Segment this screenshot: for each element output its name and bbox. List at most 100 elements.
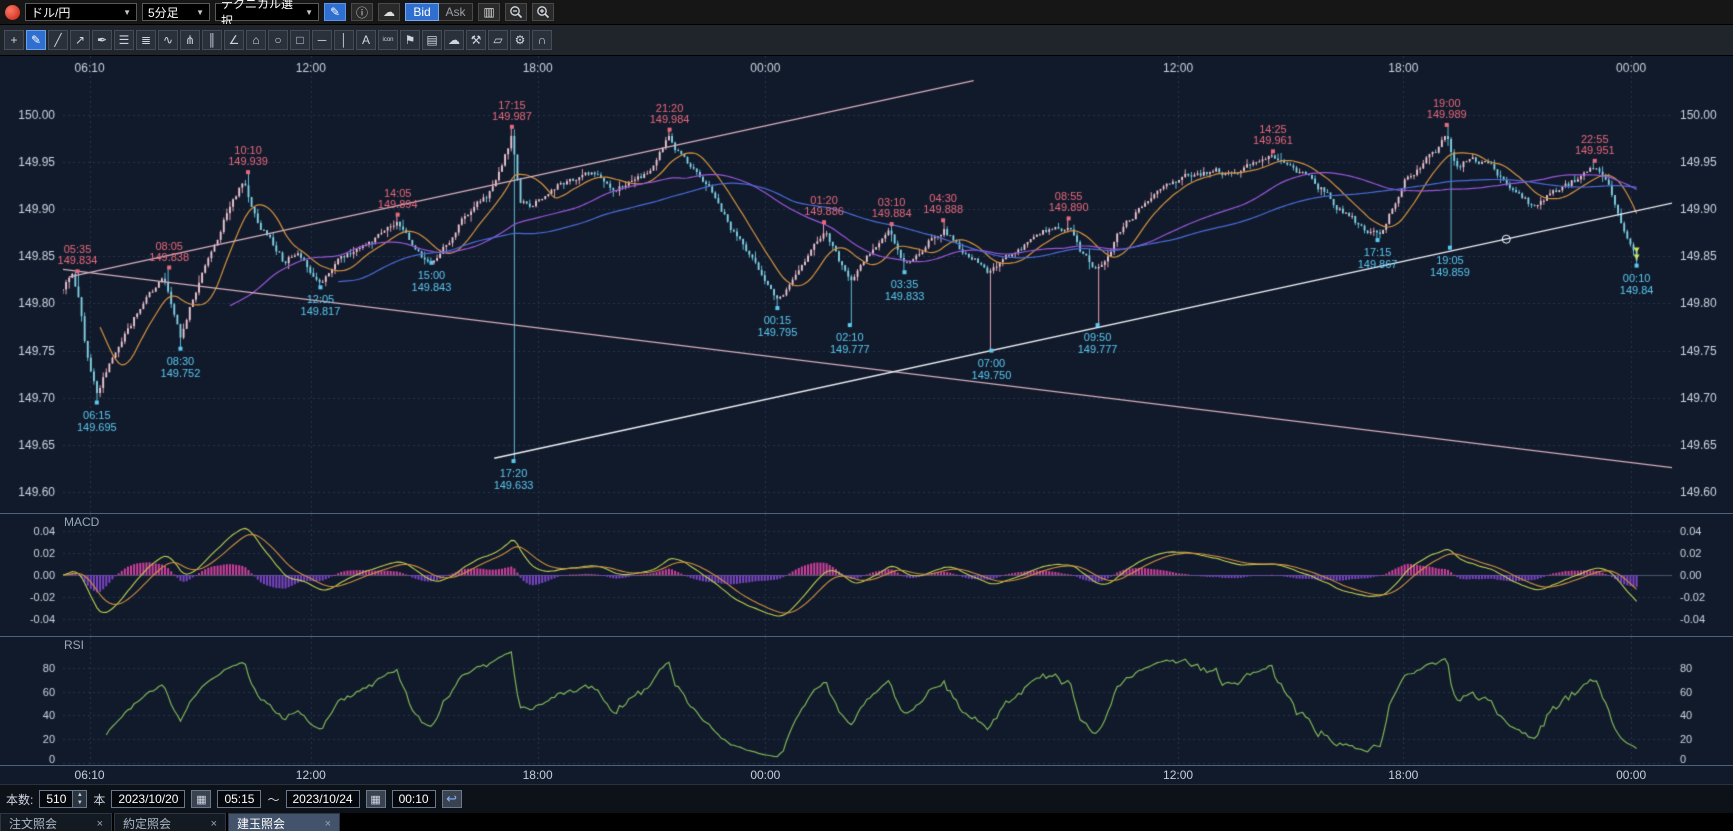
cloud-shape-tool-glyph: ☁ xyxy=(448,33,460,47)
ask-button[interactable]: Ask xyxy=(439,3,473,21)
currency-pair-select[interactable]: ドル/円 ▼ xyxy=(25,3,137,21)
horizontal-line-tool[interactable]: ─ xyxy=(312,30,332,50)
currency-pair-value: ドル/円 xyxy=(31,5,71,20)
text-tool[interactable]: A xyxy=(356,30,376,50)
tab-execution-inquiry[interactable]: 約定照会 × xyxy=(114,813,226,831)
crosshair-tool[interactable]: + xyxy=(4,30,24,50)
time-from-field[interactable]: 05:15 xyxy=(217,790,262,808)
time-axis-label: 18:00 xyxy=(1388,768,1419,782)
tab-position-inquiry[interactable]: 建玉照会 × xyxy=(228,813,340,831)
pin-tool-glyph: ⚑ xyxy=(404,33,416,47)
undo-icon: ↩ xyxy=(446,791,458,806)
trendline-tool[interactable]: ╱ xyxy=(48,30,68,50)
reset-range-button[interactable]: ↩ xyxy=(441,790,462,808)
macd-title: MACD xyxy=(64,515,100,529)
vertical-line-tool[interactable]: │ xyxy=(334,30,354,50)
chart-area: MACD RSI 06:10 12:00 18:00 00:00 12:00 18:00 0… xyxy=(0,55,1733,784)
chart-icon: ▥ xyxy=(483,5,495,19)
close-icon[interactable]: × xyxy=(210,817,217,830)
eraser-tool-glyph: ▱ xyxy=(493,33,503,47)
ellipse-tool-glyph: ○ xyxy=(274,33,282,47)
close-icon[interactable]: × xyxy=(96,817,103,830)
trendline-tool-glyph: ╱ xyxy=(54,33,62,47)
chevron-down-icon: ▼ xyxy=(123,7,131,17)
settings-tool[interactable]: ⚙ xyxy=(510,30,530,50)
range-separator: ～ xyxy=(267,792,280,807)
chevron-down-icon: ▼ xyxy=(305,7,313,17)
chart-control-bar: 本数: 510 ▲ ▼ 本 2023/10/20 ▦ 05:15 ～ 2023/… xyxy=(0,784,1733,813)
bar-count-value[interactable]: 510 xyxy=(46,792,67,806)
app-logo-icon xyxy=(5,4,20,20)
rsi-title: RSI xyxy=(64,638,85,652)
technical-select[interactable]: テクニカル選択 ▼ xyxy=(215,0,319,28)
eraser-tool[interactable]: ▱ xyxy=(488,30,508,50)
timeframe-select[interactable]: 5分足 ▼ xyxy=(142,3,210,21)
date-to-field[interactable]: 2023/10/24 xyxy=(285,790,360,808)
wave-tool[interactable]: ∿ xyxy=(158,30,178,50)
zoom-out-button[interactable] xyxy=(505,3,527,21)
wrench-tool[interactable]: ⚒ xyxy=(466,30,486,50)
tab-label: 約定照会 xyxy=(123,817,172,831)
cloud-save-button[interactable]: ☁ xyxy=(378,3,400,21)
icon-stamp-tool[interactable]: icon xyxy=(378,30,398,50)
pencil-tool[interactable]: ✒ xyxy=(92,30,112,50)
main-chart-panel xyxy=(0,56,1733,513)
fib-retracement-tool[interactable]: ☰ xyxy=(114,30,134,50)
note-tool[interactable]: ▤ xyxy=(422,30,442,50)
draw-mode-button[interactable]: ✎ xyxy=(324,3,346,21)
parallel-lines-tool[interactable]: ≣ xyxy=(136,30,156,50)
text-tool-glyph: A xyxy=(361,33,370,47)
wrench-tool-glyph: ⚒ xyxy=(470,33,482,47)
time-cycle-tool[interactable]: ║ xyxy=(202,30,222,50)
macd-canvas[interactable] xyxy=(0,514,1733,636)
pin-tool[interactable]: ⚑ xyxy=(400,30,420,50)
gann-angle-tool[interactable]: ∠ xyxy=(224,30,244,50)
magnet-tool[interactable]: ∩ xyxy=(532,30,552,50)
time-to-field[interactable]: 00:10 xyxy=(391,790,436,808)
note-tool-glyph: ▤ xyxy=(426,33,438,47)
date-from-calendar-button[interactable]: ▦ xyxy=(191,790,212,808)
bar-count-arrows: ▲ ▼ xyxy=(72,791,87,807)
zoom-out-icon xyxy=(510,6,523,19)
tab-order-inquiry[interactable]: 注文照会 × xyxy=(0,813,112,831)
cloud-shape-tool[interactable]: ☁ xyxy=(444,30,464,50)
bar-count-unit: 本 xyxy=(93,792,106,807)
time-axis-label: 00:00 xyxy=(750,768,781,782)
top-toolbar: ドル/円 ▼ 5分足 ▼ テクニカル選択 ▼ ✎ ⓘ ☁ Bid Ask ▥ xyxy=(0,0,1733,28)
pitchfork-tool[interactable]: ⋔ xyxy=(180,30,200,50)
date-from-field[interactable]: 2023/10/20 xyxy=(111,790,186,808)
macd-panel: MACD xyxy=(0,513,1733,636)
chart-type-button[interactable]: ▥ xyxy=(478,3,500,21)
cloud-icon: ☁ xyxy=(383,5,395,19)
cursor-tool[interactable]: ✎ xyxy=(26,30,46,50)
pitchfork-tool-glyph: ⋔ xyxy=(184,33,196,47)
bid-button[interactable]: Bid xyxy=(405,3,439,21)
calendar-icon: ▦ xyxy=(370,793,381,806)
fib-retracement-tool-glyph: ☰ xyxy=(118,33,130,47)
settings-tool-glyph: ⚙ xyxy=(514,33,526,47)
rsi-panel: RSI xyxy=(0,636,1733,765)
ellipse-tool[interactable]: ○ xyxy=(268,30,288,50)
date-to-calendar-button[interactable]: ▦ xyxy=(365,790,386,808)
spin-down-icon[interactable]: ▼ xyxy=(73,799,87,807)
tab-label: 注文照会 xyxy=(9,817,58,831)
zoom-in-button[interactable] xyxy=(532,3,554,21)
spin-up-icon[interactable]: ▲ xyxy=(73,791,87,799)
rsi-canvas[interactable] xyxy=(0,637,1733,765)
time-axis: 06:10 12:00 18:00 00:00 12:00 18:00 00:00 xyxy=(0,765,1733,784)
tab-label: 建玉照会 xyxy=(237,817,286,831)
bottom-tab-bar: 注文照会 × 約定照会 × 建玉照会 × xyxy=(0,813,1733,831)
price-chart-canvas[interactable] xyxy=(0,56,1733,513)
close-icon[interactable]: × xyxy=(324,817,331,830)
info-button[interactable]: ⓘ xyxy=(351,3,373,21)
bar-count-stepper[interactable]: 510 ▲ ▼ xyxy=(39,790,88,808)
date-from-value: 2023/10/20 xyxy=(118,792,179,806)
polygon-tool[interactable]: ⌂ xyxy=(246,30,266,50)
time-from-value: 05:15 xyxy=(224,792,255,806)
time-axis-label: 06:10 xyxy=(74,768,105,782)
rectangle-tool[interactable]: □ xyxy=(290,30,310,50)
bar-count-label: 本数: xyxy=(6,792,34,807)
chevron-down-icon: ▼ xyxy=(196,7,204,17)
ray-tool[interactable]: ↗ xyxy=(70,30,90,50)
